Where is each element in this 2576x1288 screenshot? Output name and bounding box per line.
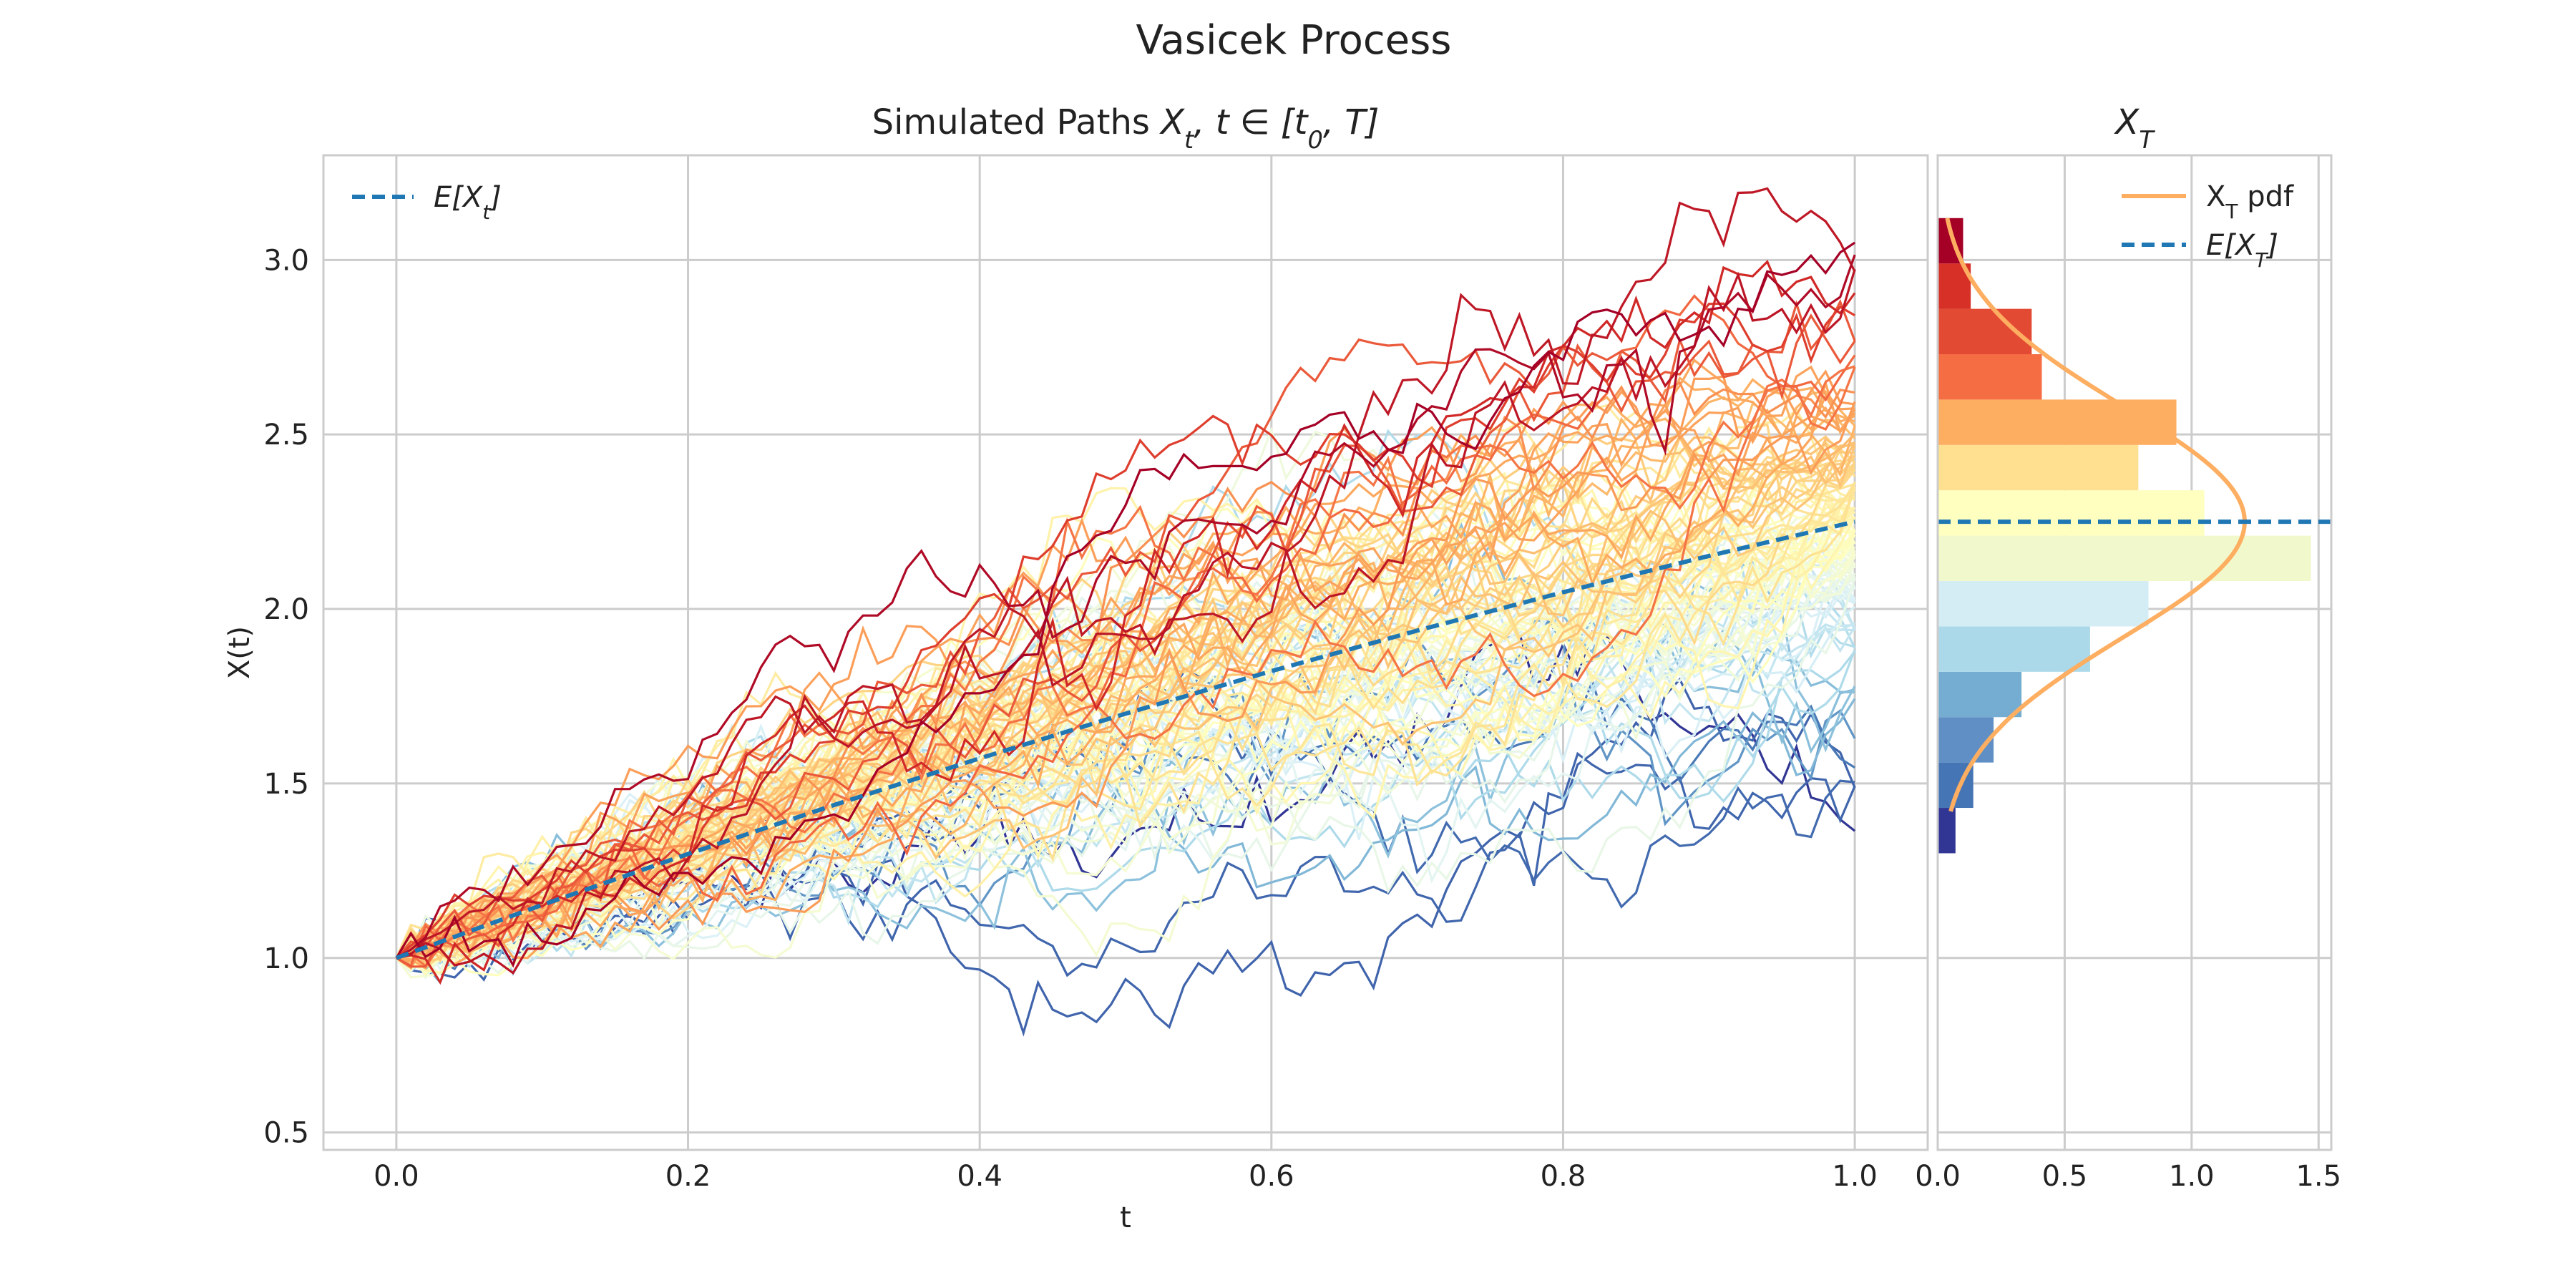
main-plot-frame — [322, 154, 1929, 1151]
main-legend: E[Xt] — [352, 181, 502, 224]
histogram-bar — [1938, 671, 2022, 718]
pdf-curve — [1945, 218, 2247, 812]
simulated-path — [396, 365, 1855, 960]
simulated-path — [396, 187, 1856, 960]
side-x-tick-label: 0.0 — [1915, 1160, 1961, 1193]
simulated-path — [395, 457, 1856, 959]
main-chart-title: Simulated Paths Xt, t ∈ [t0, T] — [872, 102, 1380, 154]
histogram-bars — [1938, 218, 2311, 854]
simulated-path — [395, 492, 1855, 959]
main-x-tick-label: 1.0 — [1832, 1160, 1878, 1193]
side-legend: XT pdf E[XT] — [2122, 180, 2294, 272]
mean-line-group — [395, 519, 1855, 960]
simulated-path — [395, 619, 1856, 959]
main-x-tick-label: 0.8 — [1541, 1160, 1586, 1193]
main-x-tick-label: 0.6 — [1249, 1160, 1294, 1193]
simulated-path — [395, 401, 1856, 970]
simulated-path — [395, 469, 1856, 959]
simulated-path — [395, 369, 1855, 960]
main-y-tick-label: 2.5 — [263, 419, 309, 452]
simulated-path — [396, 441, 1856, 962]
main-y-tick-label: 3.0 — [263, 244, 309, 277]
simulated-path — [395, 241, 1855, 968]
main-x-tick-label: 0.0 — [374, 1160, 419, 1193]
simulated-path — [395, 456, 1855, 965]
simulated-path — [395, 423, 1856, 959]
histogram-bar — [1938, 581, 2149, 627]
side-x-tick-label: 0.5 — [2042, 1160, 2088, 1193]
main-y-tick-label: 0.5 — [263, 1117, 309, 1150]
histogram-bar — [1938, 808, 1956, 854]
simulated-path — [396, 254, 1856, 960]
side-chart-title: XT — [2113, 102, 2155, 154]
x-axis-label: t — [1120, 1201, 1131, 1234]
main-x-tick-label: 0.4 — [957, 1160, 1002, 1193]
mean-line — [395, 519, 1855, 960]
side-x-tick-label: 1.0 — [2169, 1160, 2215, 1193]
histogram-bar — [1938, 535, 2311, 582]
simulated-path — [395, 408, 1856, 966]
simulated-path — [396, 268, 1856, 975]
histogram-bar — [1938, 626, 2090, 672]
simulated-path — [395, 389, 1856, 960]
histogram-bar — [1938, 399, 2177, 445]
main-y-tick-label: 1.0 — [263, 942, 309, 975]
histogram-bar — [1938, 354, 2042, 400]
legend-pdf-label: XT pdf — [2206, 180, 2294, 223]
simulated-path — [396, 379, 1856, 964]
histogram-bar — [1938, 717, 1994, 763]
histogram-bar — [1938, 490, 2205, 536]
legend-mean-label: E[Xt] — [434, 181, 502, 224]
terminal-distribution-chart: 0.0 0.5 1.0 1.5 XT XT pdf E[XT] — [1915, 102, 2341, 1193]
main-y-tick-label: 2.0 — [263, 593, 309, 626]
histogram-bar — [1938, 444, 2139, 491]
figure-title: Vasicek Process — [1136, 17, 1452, 64]
simulated-path — [396, 366, 1856, 968]
simulated-path — [395, 381, 1855, 960]
y-axis-label: X(t) — [223, 626, 256, 679]
side-plot-frame — [1936, 154, 2333, 1151]
main-x-tick-label: 0.2 — [665, 1160, 711, 1193]
main-y-tick-label: 1.5 — [263, 768, 309, 801]
main-chart: 0.0 0.2 0.4 0.6 0.8 1.0 0.5 1.0 1.5 2.0 2.5 3.0 Sim… — [223, 102, 1929, 1234]
simulated-path — [395, 298, 1856, 959]
simulated-paths — [395, 187, 1856, 1037]
main-chart-title-math: Xt, t ∈ [t0, T] — [1158, 102, 1379, 154]
legend-terminal-mean-label: E[XT] — [2206, 229, 2278, 272]
side-x-tick-label: 1.5 — [2296, 1160, 2341, 1193]
simulated-path — [395, 302, 1855, 960]
